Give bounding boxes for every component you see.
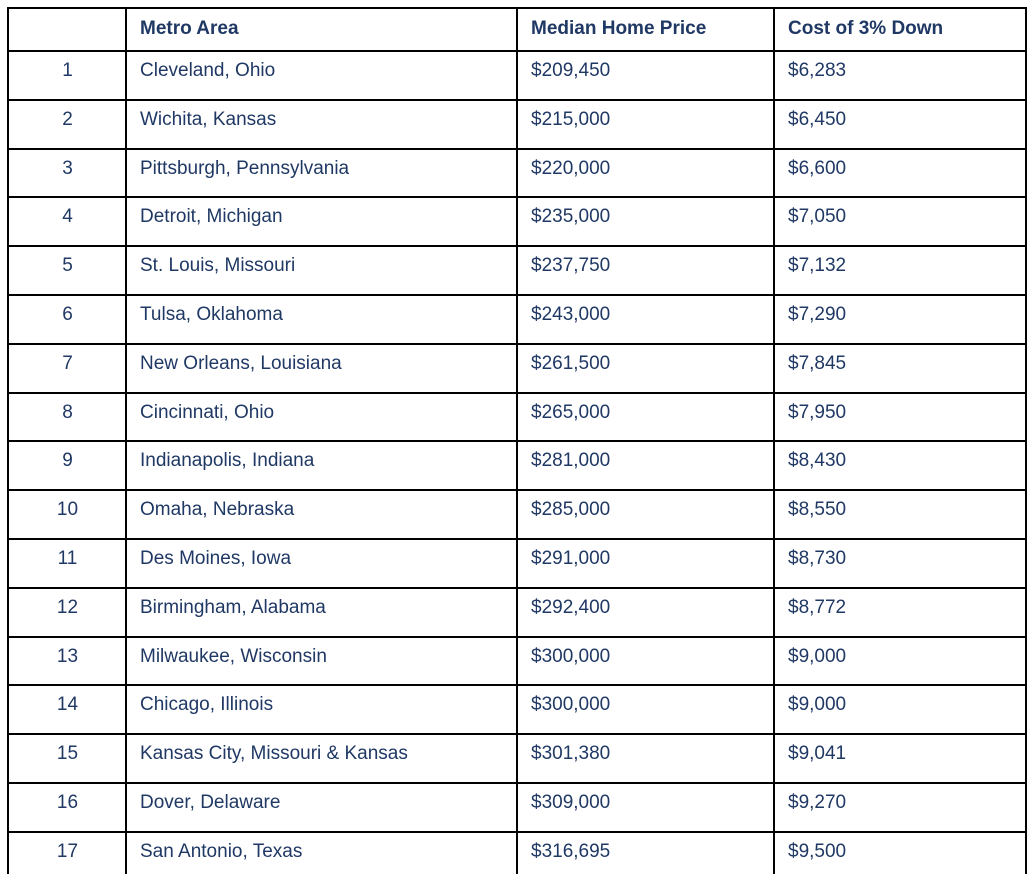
table-row: 5 St. Louis, Missouri $237,750 $7,132 [7,245,1027,296]
table-row: 1 Cleveland, Ohio $209,450 $6,283 [7,50,1027,101]
down-cell: $9,000 [773,635,1027,687]
metro-cell: Milwaukee, Wisconsin [125,635,518,687]
rank-cell: 9 [7,440,127,492]
metro-cell: New Orleans, Louisiana [125,342,518,394]
metro-cell: Pittsburgh, Pennsylvania [125,147,518,199]
price-cell: $316,695 [516,830,775,874]
down-cell: $7,950 [773,391,1027,443]
rank-cell: 15 [7,733,127,784]
down-cell: $9,500 [773,830,1027,874]
price-cell: $309,000 [516,781,775,833]
price-cell: $215,000 [516,98,775,150]
rank-cell: 6 [7,293,127,345]
price-cell: $265,000 [516,391,775,443]
price-cell: $237,750 [516,245,775,296]
table-row: 13 Milwaukee, Wisconsin $300,000 $9,000 [7,635,1027,687]
price-cell: $243,000 [516,293,775,345]
rank-cell: 8 [7,391,127,443]
table-row: 8 Cincinnati, Ohio $265,000 $7,950 [7,391,1027,443]
metro-cell: Cleveland, Ohio [125,50,518,101]
rank-cell: 2 [7,98,127,150]
rank-cell: 4 [7,196,127,248]
table-row: 16 Dover, Delaware $309,000 $9,270 [7,781,1027,833]
metro-cell: San Antonio, Texas [125,830,518,874]
down-cell: $7,845 [773,342,1027,394]
price-cell: $300,000 [516,635,775,687]
metro-cell: Chicago, Illinois [125,684,518,736]
rank-cell: 13 [7,635,127,687]
price-cell: $301,380 [516,733,775,784]
metro-cell: St. Louis, Missouri [125,245,518,296]
metro-cell: Wichita, Kansas [125,98,518,150]
price-cell: $281,000 [516,440,775,492]
down-cell: $9,270 [773,781,1027,833]
table-row: 17 San Antonio, Texas $316,695 $9,500 [7,830,1027,874]
price-cell: $235,000 [516,196,775,248]
table-row: 4 Detroit, Michigan $235,000 $7,050 [7,196,1027,248]
metro-cell: Kansas City, Missouri & Kansas [125,733,518,784]
rank-cell: 12 [7,586,127,638]
table-row: 2 Wichita, Kansas $215,000 $6,450 [7,98,1027,150]
rank-cell: 10 [7,489,127,540]
rank-cell: 5 [7,245,127,296]
down-cell: $9,000 [773,684,1027,736]
metro-cell: Indianapolis, Indiana [125,440,518,492]
down-cell: $8,730 [773,537,1027,589]
metro-cell: Dover, Delaware [125,781,518,833]
table-header: Metro Area Median Home Price Cost of 3% … [7,7,1027,52]
down-cell: $7,290 [773,293,1027,345]
down-cell: $9,041 [773,733,1027,784]
down-cell: $6,450 [773,98,1027,150]
metro-cell: Omaha, Nebraska [125,489,518,540]
table-row: 7 New Orleans, Louisiana $261,500 $7,845 [7,342,1027,394]
header-median-home-price: Median Home Price [516,7,775,52]
metro-cell: Birmingham, Alabama [125,586,518,638]
table-row: 3 Pittsburgh, Pennsylvania $220,000 $6,600 [7,147,1027,199]
down-cell: $8,430 [773,440,1027,492]
rank-cell: 16 [7,781,127,833]
down-cell: $8,772 [773,586,1027,638]
header-rank [7,7,127,52]
header-cost-3pct-down: Cost of 3% Down [773,7,1027,52]
price-cell: $285,000 [516,489,775,540]
price-cell: $291,000 [516,537,775,589]
metro-home-price-table: Metro Area Median Home Price Cost of 3% … [7,7,1027,874]
metro-cell: Des Moines, Iowa [125,537,518,589]
table-row: 12 Birmingham, Alabama $292,400 $8,772 [7,586,1027,638]
table-row: 11 Des Moines, Iowa $291,000 $8,730 [7,537,1027,589]
metro-cell: Tulsa, Oklahoma [125,293,518,345]
down-cell: $7,050 [773,196,1027,248]
table-row: 15 Kansas City, Missouri & Kansas $301,380… [7,733,1027,784]
down-cell: $6,283 [773,50,1027,101]
price-cell: $261,500 [516,342,775,394]
table-row: 10 Omaha, Nebraska $285,000 $8,550 [7,489,1027,540]
metro-cell: Detroit, Michigan [125,196,518,248]
rank-cell: 11 [7,537,127,589]
rank-cell: 17 [7,830,127,874]
price-cell: $300,000 [516,684,775,736]
header-metro-area: Metro Area [125,7,518,52]
down-cell: $6,600 [773,147,1027,199]
table-row: 14 Chicago, Illinois $300,000 $9,000 [7,684,1027,736]
table-row: 6 Tulsa, Oklahoma $243,000 $7,290 [7,293,1027,345]
price-cell: $292,400 [516,586,775,638]
rank-cell: 7 [7,342,127,394]
down-cell: $7,132 [773,245,1027,296]
rank-cell: 14 [7,684,127,736]
price-cell: $209,450 [516,50,775,101]
table-row: 9 Indianapolis, Indiana $281,000 $8,430 [7,440,1027,492]
rank-cell: 3 [7,147,127,199]
table-body: 1 Cleveland, Ohio $209,450 $6,283 2 Wichita, … [7,50,1027,874]
rank-cell: 1 [7,50,127,101]
header-row: Metro Area Median Home Price Cost of 3% … [7,7,1027,52]
metro-cell: Cincinnati, Ohio [125,391,518,443]
price-cell: $220,000 [516,147,775,199]
down-cell: $8,550 [773,489,1027,540]
